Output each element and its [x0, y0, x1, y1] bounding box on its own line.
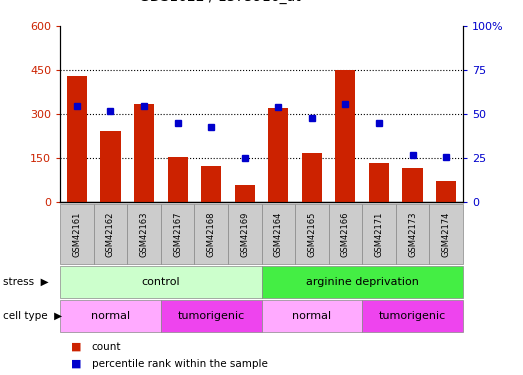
FancyBboxPatch shape	[161, 300, 262, 332]
FancyBboxPatch shape	[228, 204, 262, 264]
Text: GSM42162: GSM42162	[106, 211, 115, 257]
Bar	[67, 76, 87, 202]
FancyBboxPatch shape	[60, 204, 94, 264]
Text: GSM42164: GSM42164	[274, 211, 283, 257]
Text: normal: normal	[91, 311, 130, 321]
Text: GSM42167: GSM42167	[173, 211, 182, 257]
FancyBboxPatch shape	[362, 204, 396, 264]
Bar	[369, 164, 389, 202]
Bar	[201, 166, 221, 202]
Text: arginine deprivation: arginine deprivation	[306, 277, 418, 287]
FancyBboxPatch shape	[295, 204, 328, 264]
Bar	[403, 168, 423, 202]
FancyBboxPatch shape	[94, 204, 127, 264]
Text: GSM42171: GSM42171	[374, 211, 383, 257]
Bar	[302, 153, 322, 203]
Bar	[436, 181, 456, 203]
Bar	[100, 131, 120, 203]
Text: GSM42169: GSM42169	[240, 211, 249, 257]
Text: GSM42165: GSM42165	[308, 211, 316, 257]
Text: count: count	[92, 342, 121, 352]
Text: tumorigenic: tumorigenic	[379, 311, 446, 321]
Text: GSM42161: GSM42161	[72, 211, 82, 257]
FancyBboxPatch shape	[328, 204, 362, 264]
Bar	[167, 157, 188, 203]
FancyBboxPatch shape	[262, 300, 362, 332]
FancyBboxPatch shape	[60, 266, 262, 298]
FancyBboxPatch shape	[262, 204, 295, 264]
FancyBboxPatch shape	[195, 204, 228, 264]
Text: GSM42173: GSM42173	[408, 211, 417, 257]
FancyBboxPatch shape	[161, 204, 195, 264]
Text: control: control	[142, 277, 180, 287]
Text: normal: normal	[292, 311, 332, 321]
Text: cell type  ▶: cell type ▶	[3, 311, 62, 321]
Text: ■: ■	[71, 342, 81, 352]
FancyBboxPatch shape	[262, 266, 463, 298]
FancyBboxPatch shape	[60, 300, 161, 332]
Text: stress  ▶: stress ▶	[3, 277, 48, 287]
Text: GDS1622 / 1375916_at: GDS1622 / 1375916_at	[139, 0, 301, 4]
Text: tumorigenic: tumorigenic	[177, 311, 245, 321]
FancyBboxPatch shape	[362, 300, 463, 332]
Text: ■: ■	[71, 359, 81, 369]
Text: GSM42166: GSM42166	[341, 211, 350, 257]
Bar	[268, 108, 288, 202]
Text: GSM42163: GSM42163	[140, 211, 149, 257]
Bar	[134, 104, 154, 202]
Bar	[235, 185, 255, 202]
Text: percentile rank within the sample: percentile rank within the sample	[92, 359, 267, 369]
Text: GSM42168: GSM42168	[207, 211, 215, 257]
FancyBboxPatch shape	[127, 204, 161, 264]
FancyBboxPatch shape	[429, 204, 463, 264]
Text: GSM42174: GSM42174	[441, 211, 451, 257]
Bar	[335, 70, 356, 202]
FancyBboxPatch shape	[396, 204, 429, 264]
